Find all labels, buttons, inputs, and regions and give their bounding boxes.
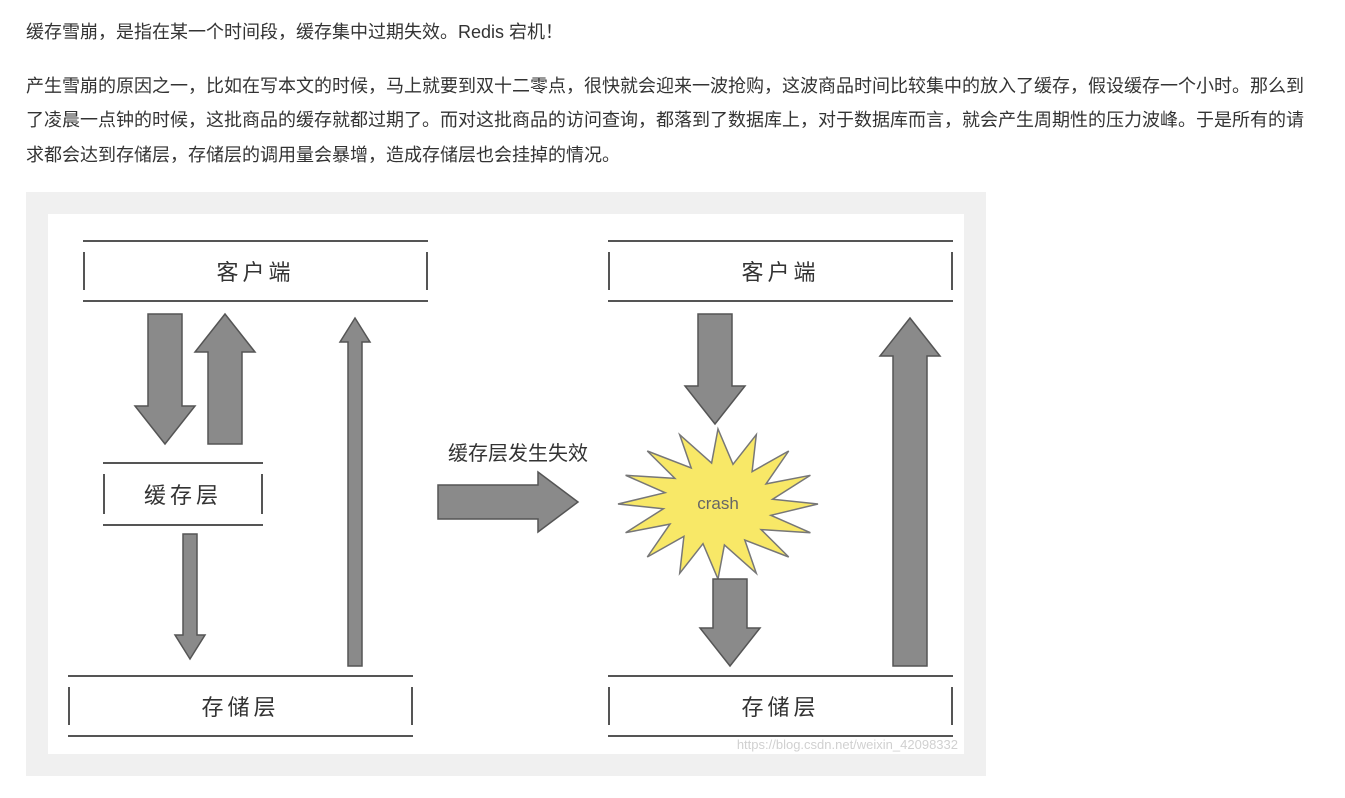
crash-label: crash (697, 494, 739, 513)
paragraph-detail: 产生雪崩的原因之一，比如在写本文的时候，马上就要到双十二零点，很快就会迎来一波抢… (26, 69, 1319, 172)
arrow-center-fail (438, 472, 578, 532)
arrow-left-cache-store (175, 534, 205, 659)
arrow-right-client-crash (685, 314, 745, 424)
arrow-right-crash-store (700, 579, 760, 666)
paragraph-intro: 缓存雪崩，是指在某一个时间段，缓存集中过期失效。Redis 宕机！ (26, 15, 1319, 49)
left-client-box: 客户端 (83, 244, 428, 298)
left-cache-box: 缓存层 (103, 466, 263, 522)
arrow-right-store-client (880, 318, 940, 666)
center-fail-label: 缓存层发生失效 (448, 442, 588, 465)
cache-avalanche-diagram: 缓存层发生失效 crash https://blog.csdn.net/weixi… (48, 214, 964, 754)
arrow-left-cache-client (195, 314, 255, 444)
arrow-left-client-cache (135, 314, 195, 444)
right-store-box: 存储层 (608, 679, 953, 733)
left-store-box: 存储层 (68, 679, 413, 733)
diagram-container: 缓存层发生失效 crash https://blog.csdn.net/weixi… (26, 192, 986, 776)
right-client-box: 客户端 (608, 244, 953, 298)
arrow-left-store-client (340, 318, 370, 666)
watermark-text: https://blog.csdn.net/weixin_42098332 (737, 737, 958, 752)
